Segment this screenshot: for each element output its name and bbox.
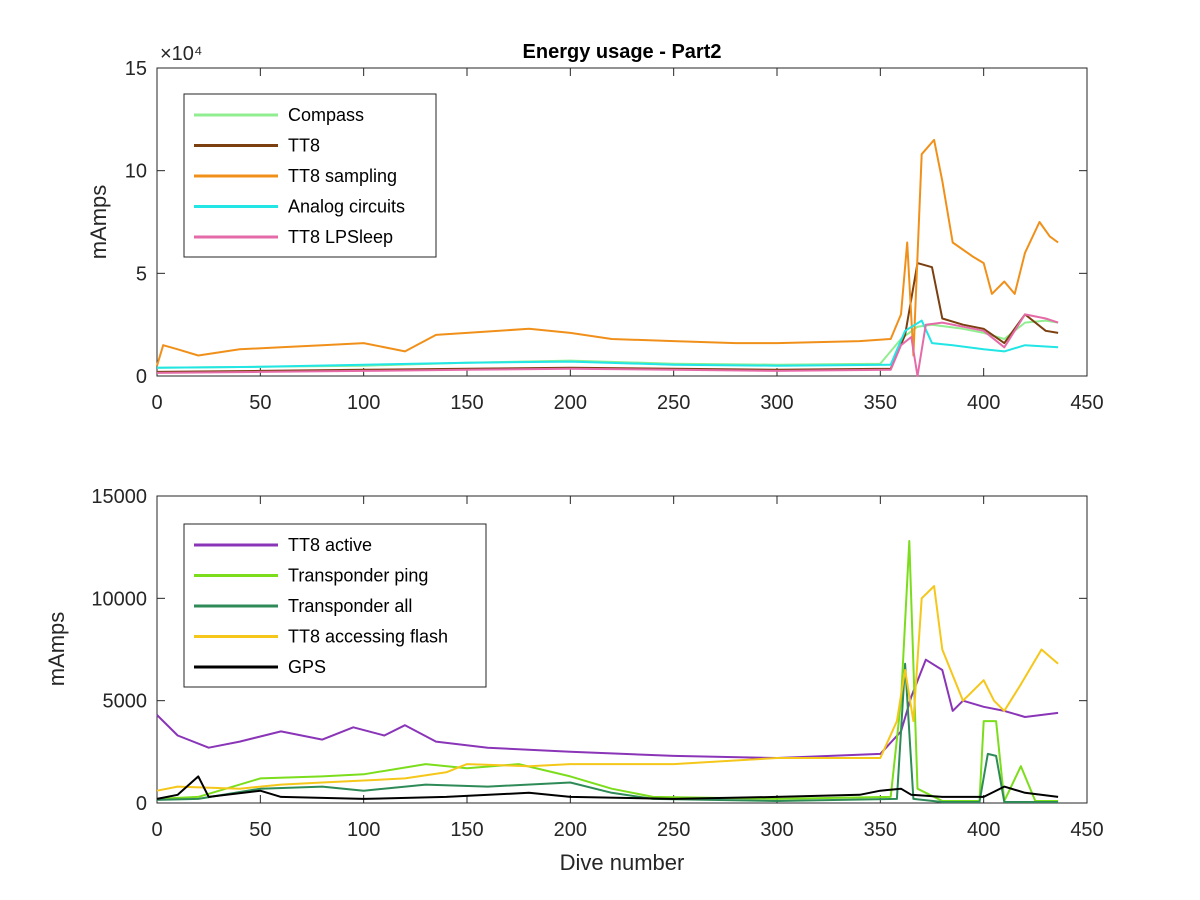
legend-label: Analog circuits [288, 197, 405, 217]
series-line-transponder-ping [156, 540, 1059, 802]
series-line-gps [156, 775, 1059, 800]
legend-label: TT8 [288, 136, 320, 156]
top-chart-title: Energy usage - Part2 [523, 41, 722, 63]
series-line-tt8-sampling [156, 138, 1059, 366]
legend-label: GPS [288, 657, 326, 677]
x-tick-label: 250 [657, 392, 690, 414]
series-line-tt8-lpsleep [156, 313, 1059, 377]
top-x-ticks: 0 50 100 150 200 250 300 350 400 450 [151, 68, 1104, 414]
y-tick-label: 10 [125, 161, 147, 183]
top-y-axis-label: mAmps [86, 185, 111, 260]
series-line-analog-circuits [156, 319, 1059, 369]
y-tick-label: 10000 [91, 588, 147, 610]
top-y-ticks: 0 5 10 15 [125, 58, 1087, 388]
legend-label: Transponder all [288, 596, 412, 616]
series-line-tt8-accessing-flash [156, 585, 1059, 792]
bottom-y-axis-label: mAmps [44, 612, 69, 687]
x-tick-label: 350 [864, 392, 897, 414]
bottom-y-ticks: 0 5000 10000 15000 [91, 486, 1087, 815]
y-tick-label: 0 [136, 366, 147, 388]
x-tick-label: 200 [554, 819, 587, 841]
x-tick-label: 100 [347, 392, 380, 414]
x-tick-label: 450 [1070, 392, 1103, 414]
x-tick-label: 300 [760, 392, 793, 414]
bottom-legend: TT8 active Transponder ping Transponder al… [183, 523, 487, 688]
bottom-x-axis-label: Dive number [560, 850, 685, 875]
legend-label: TT8 LPSleep [288, 227, 393, 247]
bottom-series-lines [156, 540, 1059, 803]
y-tick-label: 15000 [91, 486, 147, 508]
top-chart: Energy usage - Part2 ×10⁴ mAmps 0 50 100 15… [86, 41, 1104, 414]
y-tick-label: 5000 [103, 691, 148, 713]
legend-label: Transponder ping [288, 566, 428, 586]
top-series-lines [156, 138, 1059, 377]
legend-label: Compass [288, 105, 364, 125]
x-tick-label: 0 [151, 819, 162, 841]
y-tick-label: 5 [136, 263, 147, 285]
x-tick-label: 50 [249, 819, 271, 841]
x-tick-label: 50 [249, 392, 271, 414]
top-y-exponent-label: ×10⁴ [160, 43, 203, 65]
x-tick-label: 0 [151, 392, 162, 414]
x-tick-label: 150 [450, 392, 483, 414]
x-tick-label: 250 [657, 819, 690, 841]
x-tick-label: 400 [967, 819, 1000, 841]
y-tick-label: 15 [125, 58, 147, 80]
x-tick-label: 400 [967, 392, 1000, 414]
x-tick-label: 450 [1070, 819, 1103, 841]
x-tick-label: 300 [760, 819, 793, 841]
legend-label: TT8 accessing flash [288, 627, 448, 647]
x-tick-label: 200 [554, 392, 587, 414]
y-tick-label: 0 [136, 793, 147, 815]
bottom-x-ticks: 0 50 100 150 200 250 300 350 400 450 [151, 496, 1104, 841]
legend-label: TT8 active [288, 535, 372, 555]
x-tick-label: 100 [347, 819, 380, 841]
legend-label: TT8 sampling [288, 166, 397, 186]
series-line-transponder-all [156, 662, 1059, 803]
top-legend: Compass TT8 TT8 sampling Analog circuits TT8… [183, 93, 437, 258]
x-tick-label: 150 [450, 819, 483, 841]
bottom-chart: mAmps Dive number 0 50 100 150 200 250 300 350 4… [44, 486, 1104, 875]
x-tick-label: 350 [864, 819, 897, 841]
